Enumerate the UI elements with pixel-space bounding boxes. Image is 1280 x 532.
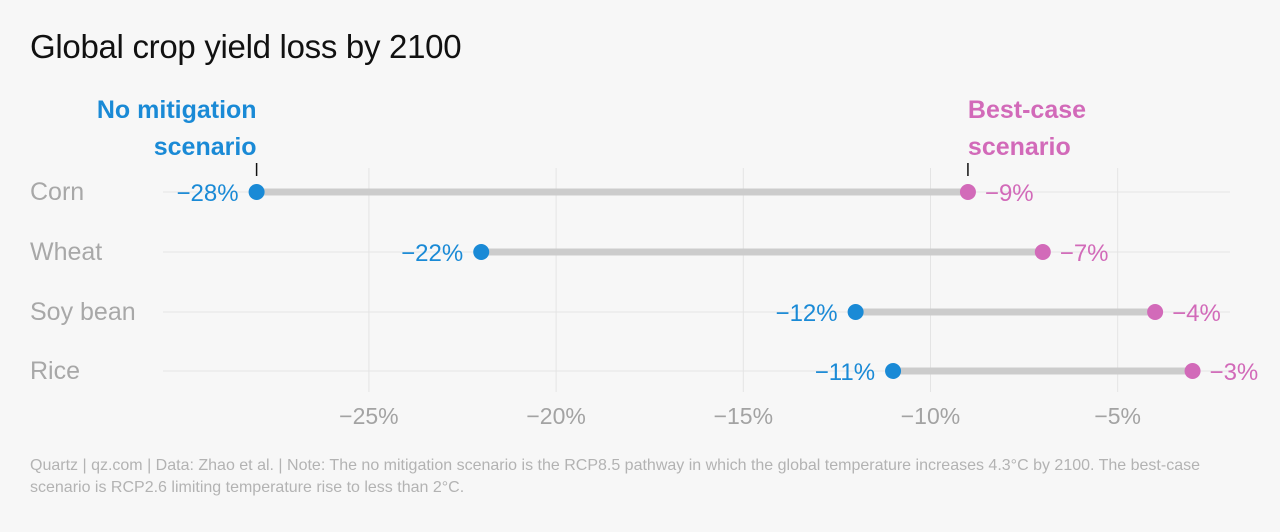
no-mitigation-dot [248, 184, 265, 200]
best-case-legend-label: scenario [968, 133, 1071, 161]
source-footnote: Quartz | qz.com | Data: Zhao et al. | No… [30, 457, 1200, 496]
x-tick-label: −10% [901, 403, 960, 429]
best-case-dot [959, 184, 976, 200]
row-label: Rice [30, 357, 80, 385]
range-bars [256, 188, 1193, 375]
no-mitigation-dot [847, 304, 864, 320]
row-label: Corn [30, 178, 84, 206]
x-tick-label: −5% [1094, 403, 1141, 429]
row-label: Soy bean [30, 298, 136, 326]
best-case-value-label: −4% [1172, 300, 1221, 327]
chart-title: Global crop yield loss by 2100 [30, 28, 462, 65]
data-marks [248, 184, 1201, 379]
grid-lines [163, 168, 1230, 392]
no-mitigation-legend-label: No mitigation [97, 96, 257, 124]
best-case-legend-label: Best-case [968, 96, 1086, 124]
best-case-dot [1147, 304, 1164, 320]
x-tick-label: −25% [339, 403, 398, 429]
x-tick-label: −15% [714, 403, 773, 429]
best-case-value-label: −7% [1060, 240, 1109, 267]
row-label: Wheat [30, 238, 102, 266]
best-case-dot [1184, 363, 1201, 379]
dumbbell-chart: −25% −20% −15% −10% −5% Corn −28% −9% Wheat −22% −… [30, 96, 1258, 429]
no-mitigation-value-label: −12% [776, 300, 838, 327]
no-mitigation-value-label: −22% [401, 240, 463, 267]
best-case-value-label: −9% [985, 180, 1034, 207]
no-mitigation-dot [473, 244, 490, 260]
no-mitigation-value-label: −11% [815, 359, 875, 386]
best-case-dot [1034, 244, 1051, 260]
best-case-value-label: −3% [1210, 359, 1259, 386]
labels: −25% −20% −15% −10% −5% Corn −28% −9% Wheat −22% −… [30, 96, 1258, 429]
no-mitigation-dot [885, 363, 902, 379]
no-mitigation-legend-label: scenario [154, 133, 257, 161]
x-tick-label: −20% [526, 403, 585, 429]
no-mitigation-value-label: −28% [177, 180, 239, 207]
